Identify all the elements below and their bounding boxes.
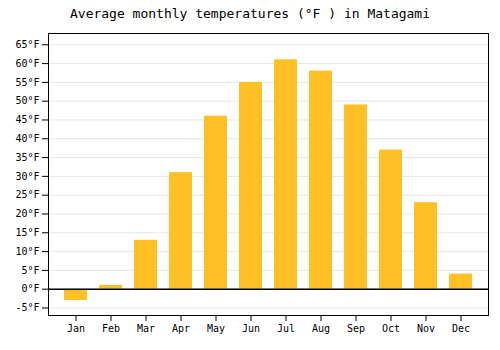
- svg-text:Aug: Aug: [312, 323, 330, 334]
- svg-text:20°F: 20°F: [15, 208, 39, 219]
- svg-text:15°F: 15°F: [15, 227, 39, 238]
- svg-text:10°F: 10°F: [15, 246, 39, 257]
- svg-text:Oct: Oct: [382, 323, 400, 334]
- svg-text:65°F: 65°F: [15, 39, 39, 50]
- svg-text:Sep: Sep: [347, 323, 365, 334]
- svg-text:60°F: 60°F: [15, 58, 39, 69]
- svg-text:Nov: Nov: [417, 323, 435, 334]
- html-text:Average monthly temperatures (: Average monthly temperatures (°F ) in Ma…: [70, 6, 430, 21]
- svg-text:55°F: 55°F: [15, 77, 39, 88]
- svg-text:Feb: Feb: [102, 323, 120, 334]
- svg-text:May: May: [207, 323, 225, 334]
- svg-text:Jun: Jun: [242, 323, 260, 334]
- svg-text:Dec: Dec: [452, 323, 470, 334]
- svg-text:30°F: 30°F: [15, 171, 39, 182]
- svg-text:Jul: Jul: [277, 323, 295, 334]
- svg-text:40°F: 40°F: [15, 133, 39, 144]
- svg-text:Apr: Apr: [172, 323, 190, 334]
- svg-text:35°F: 35°F: [15, 152, 39, 163]
- svg-text:0°F: 0°F: [21, 283, 39, 294]
- svg-text:45°F: 45°F: [15, 114, 39, 125]
- svg-text:50°F: 50°F: [15, 95, 39, 106]
- svg-text:Mar: Mar: [137, 323, 155, 334]
- svg-text:Jan: Jan: [67, 323, 85, 334]
- svg-text:25°F: 25°F: [15, 189, 39, 200]
- svg-text:5°F: 5°F: [21, 265, 39, 276]
- svg-text:-5°F: -5°F: [15, 302, 39, 313]
